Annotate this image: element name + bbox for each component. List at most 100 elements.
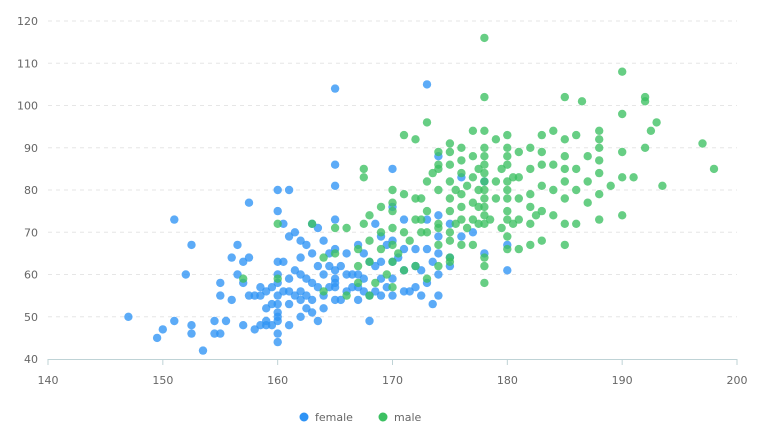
legend[interactable]: female male (299, 411, 422, 424)
point-male[interactable] (468, 240, 478, 250)
point-male[interactable] (491, 194, 501, 203)
point-female[interactable] (256, 321, 265, 330)
point-male[interactable] (652, 118, 661, 127)
point-male[interactable] (549, 211, 558, 220)
point-female[interactable] (330, 283, 340, 292)
point-male[interactable] (457, 168, 466, 178)
point-male[interactable] (583, 198, 592, 207)
point-female[interactable] (158, 325, 167, 334)
point-male[interactable] (273, 274, 282, 283)
point-female[interactable] (152, 333, 162, 343)
point-female[interactable] (256, 291, 265, 300)
point-male[interactable] (353, 278, 363, 288)
point-female[interactable] (216, 329, 225, 338)
point-female[interactable] (422, 244, 432, 254)
point-female[interactable] (187, 240, 196, 250)
point-male[interactable] (422, 177, 432, 186)
legend-item-male[interactable]: male (378, 411, 422, 424)
point-male[interactable] (365, 211, 374, 220)
point-male[interactable] (549, 185, 558, 195)
point-female[interactable] (181, 270, 190, 279)
point-male[interactable] (503, 152, 512, 161)
point-female[interactable] (428, 299, 437, 309)
point-female[interactable] (348, 270, 357, 279)
point-male[interactable] (560, 194, 569, 203)
point-female[interactable] (273, 329, 282, 338)
point-male[interactable] (388, 283, 397, 292)
point-male[interactable] (462, 181, 472, 190)
point-female[interactable] (376, 291, 386, 300)
point-male[interactable] (572, 130, 581, 140)
point-male[interactable] (537, 181, 546, 190)
point-female[interactable] (216, 291, 225, 300)
point-female[interactable] (210, 329, 219, 338)
point-female[interactable] (330, 215, 340, 224)
point-female[interactable] (330, 160, 340, 169)
point-male[interactable] (480, 126, 489, 135)
point-female[interactable] (336, 295, 345, 305)
point-male[interactable] (359, 219, 368, 228)
point-male[interactable] (480, 152, 489, 161)
point-male[interactable] (698, 139, 707, 148)
point-male[interactable] (503, 206, 512, 216)
point-male[interactable] (537, 160, 546, 169)
point-male[interactable] (353, 261, 363, 271)
point-female[interactable] (284, 232, 294, 241)
point-male[interactable] (319, 253, 328, 262)
point-male[interactable] (503, 244, 512, 254)
point-male[interactable] (577, 97, 587, 106)
point-male[interactable] (618, 147, 627, 157)
point-male[interactable] (537, 147, 546, 157)
point-male[interactable] (422, 206, 432, 216)
point-male[interactable] (560, 152, 569, 161)
point-male[interactable] (503, 194, 512, 203)
point-male[interactable] (526, 219, 535, 228)
point-male[interactable] (399, 266, 409, 275)
point-female[interactable] (388, 291, 397, 300)
point-male[interactable] (376, 244, 386, 254)
point-male[interactable] (417, 228, 426, 237)
point-female[interactable] (239, 321, 248, 330)
point-male[interactable] (526, 240, 535, 250)
point-male[interactable] (503, 160, 512, 169)
point-male[interactable] (434, 219, 443, 228)
point-male[interactable] (480, 261, 489, 271)
point-female[interactable] (313, 261, 323, 271)
point-male[interactable] (445, 147, 455, 157)
point-female[interactable] (244, 198, 254, 207)
point-female[interactable] (422, 215, 432, 224)
point-female[interactable] (417, 291, 426, 300)
point-female[interactable] (336, 261, 345, 271)
point-male[interactable] (629, 173, 638, 182)
point-female[interactable] (210, 316, 219, 326)
point-male[interactable] (457, 202, 466, 212)
point-female[interactable] (170, 215, 179, 224)
point-male[interactable] (503, 130, 512, 140)
point-male[interactable] (480, 202, 489, 212)
point-female[interactable] (307, 308, 317, 317)
point-male[interactable] (411, 261, 420, 271)
point-male[interactable] (342, 291, 351, 300)
point-male[interactable] (514, 215, 523, 224)
point-male[interactable] (445, 236, 455, 245)
point-female[interactable] (434, 270, 443, 279)
point-male[interactable] (595, 143, 604, 152)
point-female[interactable] (221, 316, 231, 326)
point-male[interactable] (365, 257, 374, 266)
point-male[interactable] (646, 126, 656, 135)
point-male[interactable] (434, 160, 443, 169)
point-male[interactable] (480, 253, 489, 262)
point-male[interactable] (595, 156, 604, 165)
point-male[interactable] (388, 185, 397, 195)
point-male[interactable] (388, 223, 397, 233)
point-female[interactable] (273, 299, 282, 309)
point-female[interactable] (307, 249, 317, 258)
point-male[interactable] (618, 67, 627, 76)
point-male[interactable] (445, 139, 455, 148)
point-female[interactable] (216, 278, 225, 288)
point-male[interactable] (549, 126, 558, 135)
point-female[interactable] (434, 291, 443, 300)
point-female[interactable] (227, 253, 236, 262)
point-female[interactable] (233, 240, 242, 250)
point-female[interactable] (279, 257, 288, 266)
